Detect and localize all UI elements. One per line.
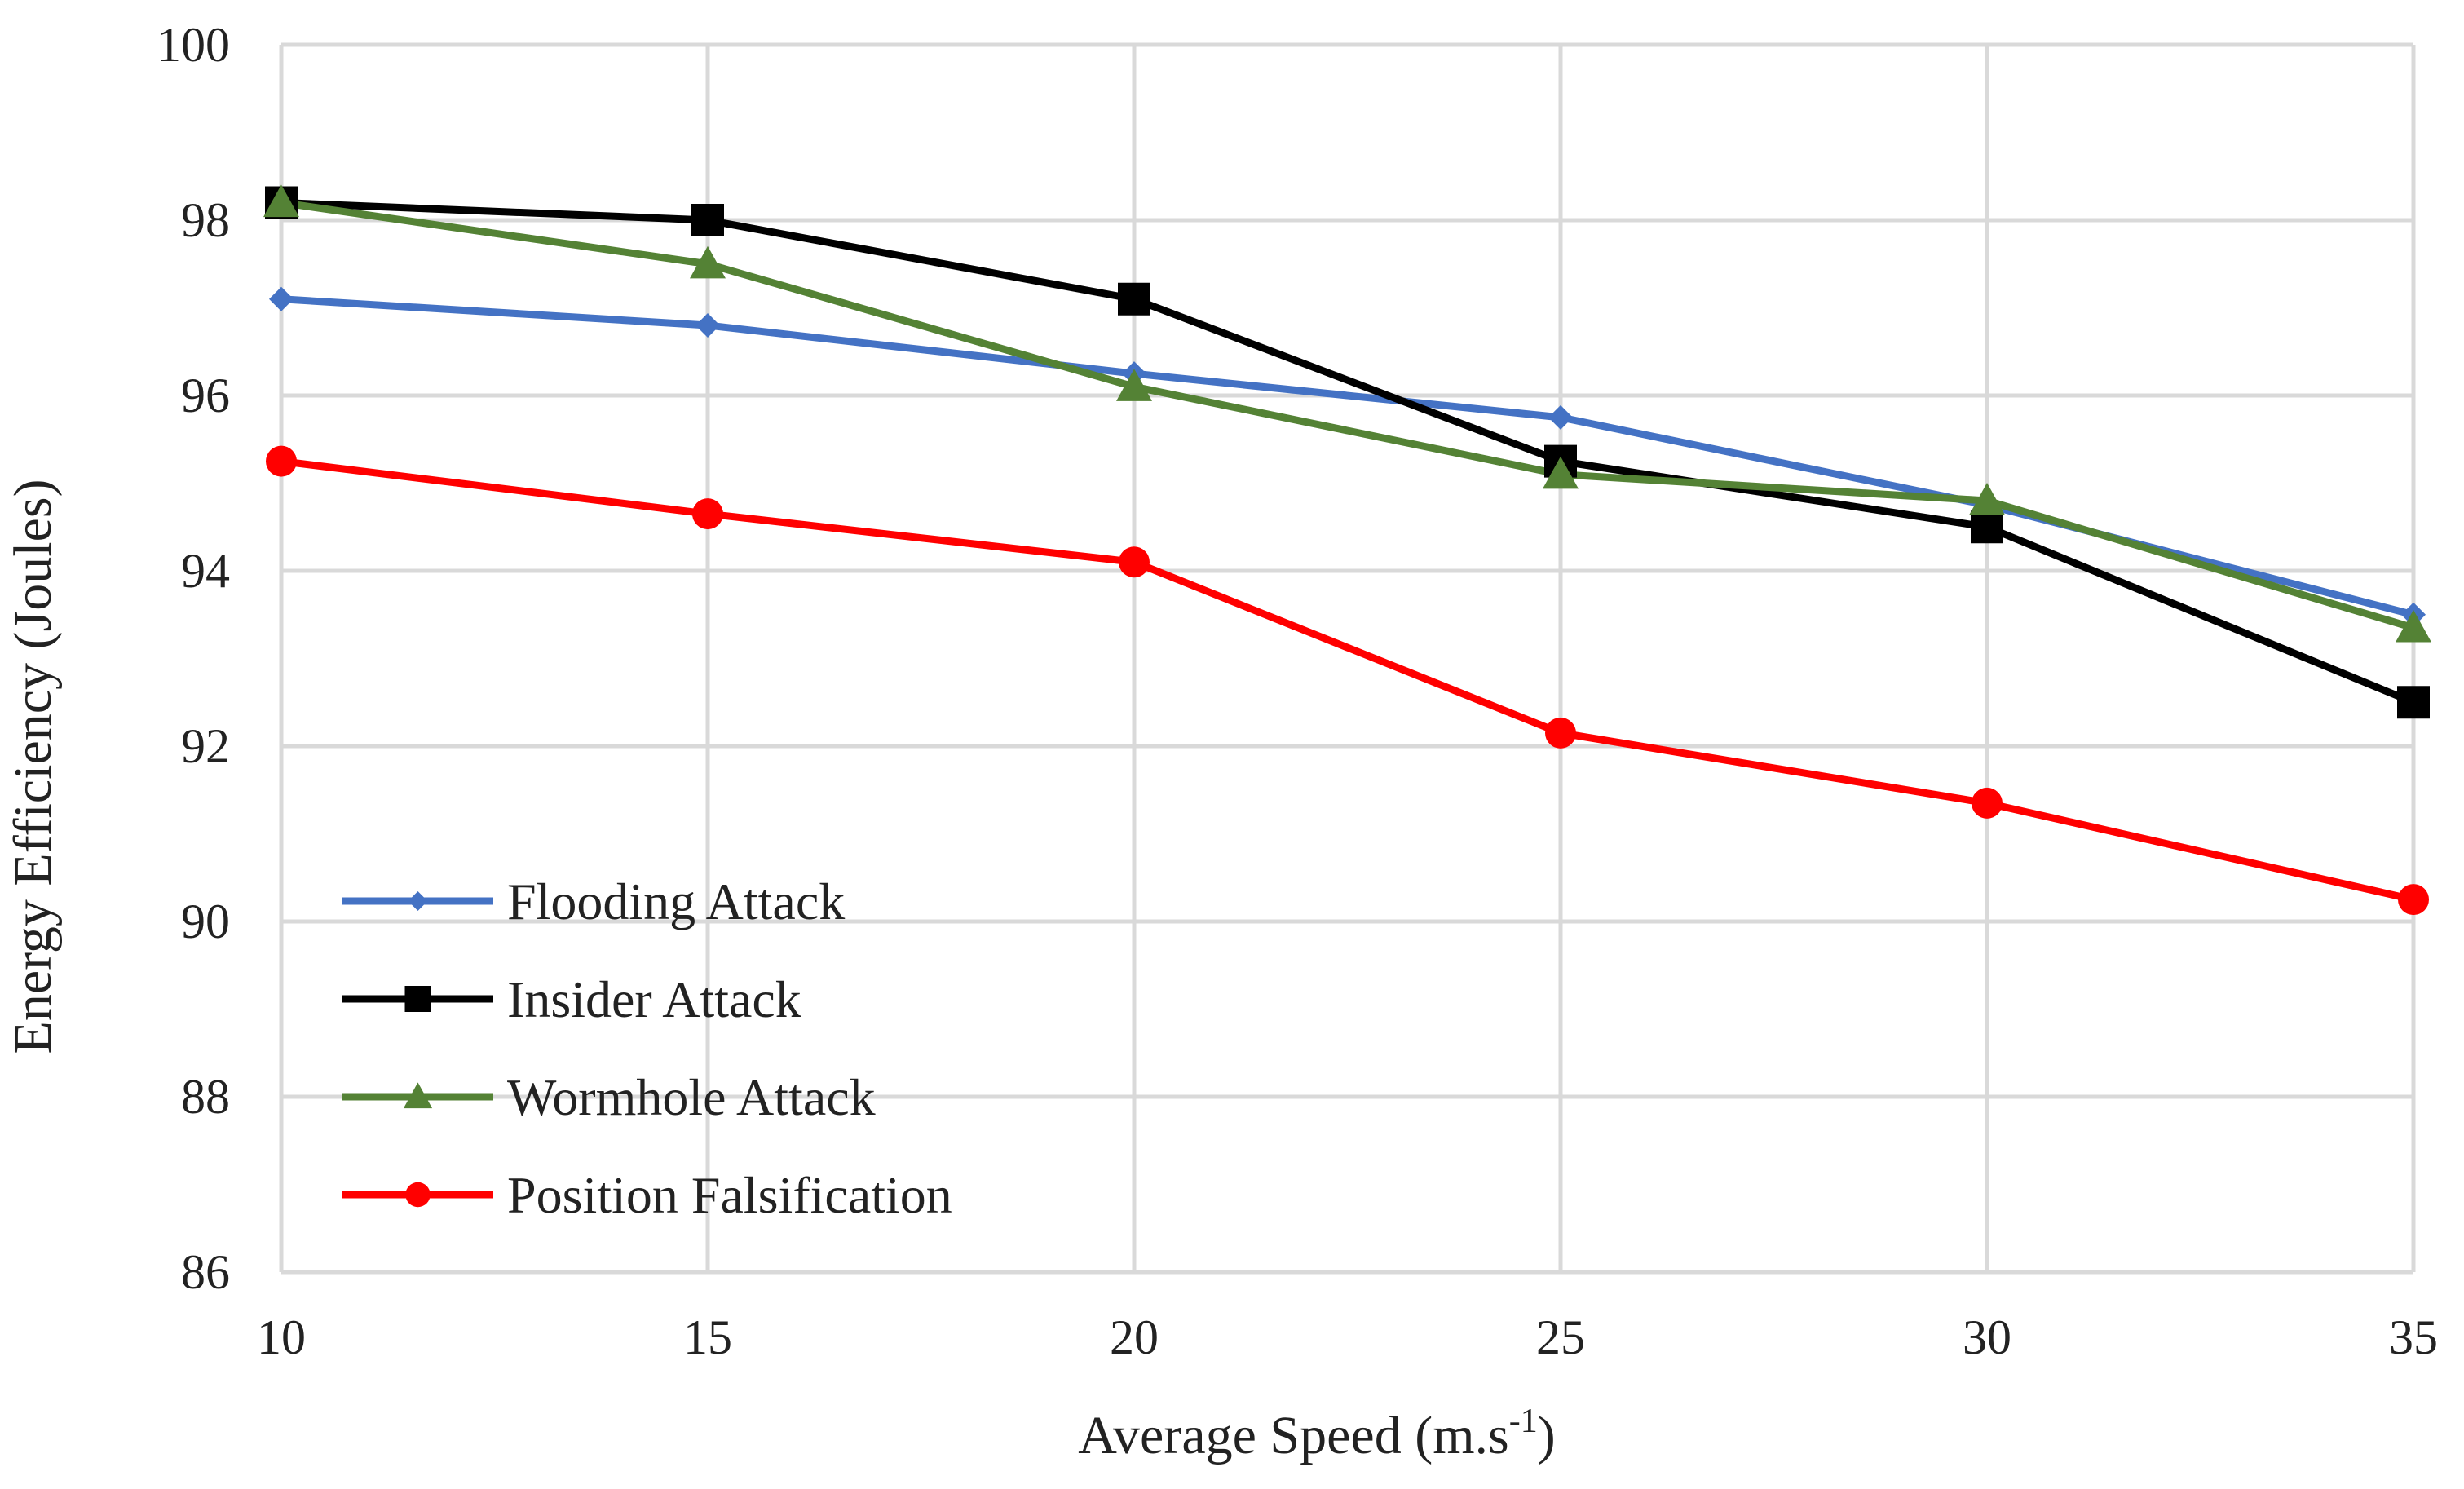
series-lines bbox=[280, 199, 2415, 904]
data-point-wormhole-attack bbox=[263, 184, 299, 218]
data-point-flooding-attack bbox=[269, 286, 294, 311]
x-axis-title-main: Average Speed (m.s bbox=[1078, 1406, 1508, 1465]
data-point-flooding-attack bbox=[1548, 404, 1573, 430]
legend-marker-flooding-attack bbox=[408, 891, 428, 911]
x-tick-label: 30 bbox=[1963, 1310, 2011, 1364]
data-point-wormhole-attack bbox=[1116, 369, 1152, 401]
x-axis-title-close: ) bbox=[1538, 1406, 1556, 1465]
data-point-insider-attack bbox=[2397, 686, 2430, 719]
data-point-insider-attack bbox=[1971, 510, 2003, 544]
data-point-insider-attack bbox=[1118, 282, 1150, 316]
x-axis-title: Average Speed (m.s-1) bbox=[1078, 1403, 1555, 1465]
data-point-position-falsification bbox=[2398, 884, 2429, 916]
legend-marker-wormhole-attack bbox=[403, 1082, 433, 1109]
x-axis-title-superscript: -1 bbox=[1509, 1403, 1538, 1440]
y-tick-label: 98 bbox=[181, 193, 230, 247]
legend-marker-insider-attack bbox=[404, 986, 431, 1012]
y-axis-title: Energy Efficiency (Joules) bbox=[3, 479, 63, 1054]
x-tick-label: 15 bbox=[683, 1310, 732, 1364]
data-point-flooding-attack bbox=[695, 313, 720, 338]
data-point-position-falsification bbox=[692, 498, 723, 530]
data-point-wormhole-attack bbox=[1969, 483, 2005, 515]
series-line-position-falsification bbox=[280, 457, 2414, 904]
x-tick-label: 10 bbox=[257, 1310, 306, 1364]
y-tick-label: 94 bbox=[181, 544, 230, 598]
legend: Flooding Attack Insider Attack Wormhole At… bbox=[342, 873, 952, 1224]
data-point-position-falsification bbox=[1545, 717, 1576, 749]
x-axis-ticks: 10 15 20 25 30 35 bbox=[257, 1310, 2438, 1364]
data-point-position-falsification bbox=[1972, 787, 2003, 819]
y-tick-label: 86 bbox=[181, 1245, 230, 1299]
data-point-position-falsification bbox=[1119, 546, 1150, 578]
data-point-wormhole-attack bbox=[690, 245, 726, 279]
legend-marker-position-falsification bbox=[405, 1182, 431, 1208]
y-tick-label: 88 bbox=[181, 1070, 230, 1124]
legend-label-position-falsification: Position Falsification bbox=[507, 1166, 952, 1224]
legend-label-wormhole-attack: Wormhole Attack bbox=[507, 1068, 876, 1126]
series-markers bbox=[263, 184, 2431, 916]
data-point-wormhole-attack bbox=[1543, 456, 1579, 489]
legend-label-flooding-attack: Flooding Attack bbox=[507, 873, 845, 930]
x-tick-label: 35 bbox=[2389, 1310, 2438, 1364]
y-tick-label: 90 bbox=[181, 895, 230, 948]
series-line-wormhole-attack bbox=[280, 199, 2415, 632]
series-line-insider-attack bbox=[280, 199, 2415, 706]
y-tick-label: 92 bbox=[181, 719, 230, 773]
data-point-insider-attack bbox=[691, 204, 724, 236]
x-tick-label: 25 bbox=[1536, 1310, 1585, 1364]
y-axis-ticks: 86 88 90 92 94 96 98 100 bbox=[157, 18, 230, 1299]
y-tick-label: 100 bbox=[157, 18, 230, 72]
x-tick-label: 20 bbox=[1110, 1310, 1159, 1364]
y-tick-label: 96 bbox=[181, 369, 230, 422]
legend-label-insider-attack: Insider Attack bbox=[507, 970, 801, 1028]
data-point-position-falsification bbox=[266, 445, 297, 477]
data-point-wormhole-attack bbox=[2396, 609, 2431, 643]
